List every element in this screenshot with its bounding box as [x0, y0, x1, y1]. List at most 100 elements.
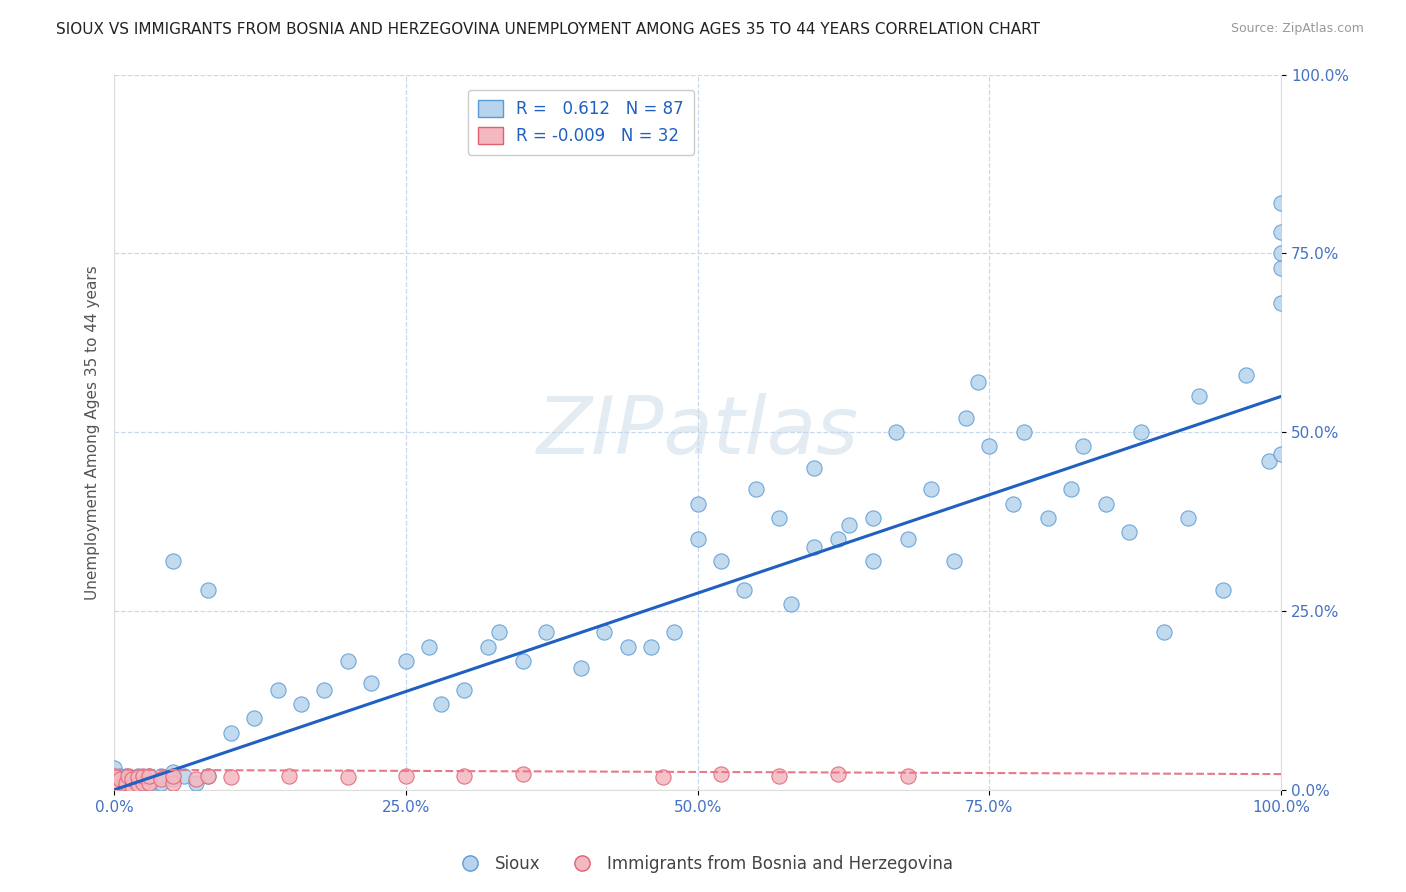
Text: ZIPatlas: ZIPatlas	[537, 393, 859, 471]
Point	[488, 625, 510, 640]
Point	[162, 768, 184, 782]
Point	[1153, 625, 1175, 640]
Point	[219, 770, 242, 784]
Point	[103, 768, 125, 782]
Point	[138, 768, 160, 782]
Text: SIOUX VS IMMIGRANTS FROM BOSNIA AND HERZEGOVINA UNEMPLOYMENT AMONG AGES 35 TO 44: SIOUX VS IMMIGRANTS FROM BOSNIA AND HERZ…	[56, 22, 1040, 37]
Point	[278, 768, 301, 782]
Point	[162, 772, 184, 786]
Point	[1095, 497, 1118, 511]
Point	[127, 777, 149, 791]
Point	[477, 640, 499, 654]
Point	[290, 697, 312, 711]
Point	[243, 711, 266, 725]
Point	[780, 597, 803, 611]
Point	[418, 640, 440, 654]
Point	[664, 625, 686, 640]
Point	[1234, 368, 1257, 382]
Point	[593, 625, 616, 640]
Point	[184, 772, 207, 786]
Point	[103, 779, 125, 793]
Point	[121, 779, 143, 793]
Point	[640, 640, 662, 654]
Point	[127, 782, 149, 797]
Point	[115, 782, 138, 797]
Point	[1177, 511, 1199, 525]
Text: Source: ZipAtlas.com: Source: ZipAtlas.com	[1230, 22, 1364, 36]
Point	[768, 768, 790, 782]
Point	[127, 770, 149, 784]
Point	[710, 767, 733, 781]
Legend: R =   0.612   N = 87, R = -0.009   N = 32: R = 0.612 N = 87, R = -0.009 N = 32	[468, 90, 695, 154]
Point	[112, 775, 135, 789]
Point	[184, 775, 207, 789]
Point	[733, 582, 755, 597]
Legend: Sioux, Immigrants from Bosnia and Herzegovina: Sioux, Immigrants from Bosnia and Herzeg…	[446, 848, 960, 880]
Point	[569, 661, 592, 675]
Point	[943, 554, 966, 568]
Point	[108, 779, 131, 793]
Point	[1014, 425, 1036, 440]
Point	[162, 764, 184, 779]
Point	[534, 625, 557, 640]
Point	[803, 540, 825, 554]
Point	[1188, 389, 1211, 403]
Point	[121, 772, 143, 786]
Point	[966, 375, 988, 389]
Point	[1212, 582, 1234, 597]
Point	[1036, 511, 1059, 525]
Point	[132, 768, 155, 782]
Point	[103, 775, 125, 789]
Point	[138, 768, 160, 782]
Point	[149, 775, 172, 789]
Point	[108, 768, 131, 782]
Point	[651, 770, 673, 784]
Point	[1270, 296, 1292, 310]
Point	[149, 768, 172, 782]
Point	[1270, 225, 1292, 239]
Point	[132, 779, 155, 793]
Point	[955, 410, 977, 425]
Point	[1258, 454, 1281, 468]
Point	[103, 775, 125, 789]
Point	[1071, 440, 1094, 454]
Point	[197, 768, 219, 782]
Point	[1060, 483, 1083, 497]
Y-axis label: Unemployment Among Ages 35 to 44 years: Unemployment Among Ages 35 to 44 years	[86, 265, 100, 599]
Point	[314, 682, 336, 697]
Point	[827, 533, 849, 547]
Point	[197, 582, 219, 597]
Point	[803, 461, 825, 475]
Point	[117, 768, 139, 782]
Point	[512, 767, 534, 781]
Point	[395, 654, 418, 668]
Point	[173, 768, 195, 782]
Point	[138, 779, 160, 793]
Point	[1270, 447, 1292, 461]
Point	[115, 779, 138, 793]
Point	[1130, 425, 1153, 440]
Point	[103, 782, 125, 797]
Point	[162, 775, 184, 789]
Point	[219, 725, 242, 739]
Point	[336, 654, 359, 668]
Point	[920, 483, 942, 497]
Point	[127, 768, 149, 782]
Point	[897, 533, 920, 547]
Point	[862, 554, 884, 568]
Point	[768, 511, 790, 525]
Point	[127, 775, 149, 789]
Point	[616, 640, 638, 654]
Point	[884, 425, 907, 440]
Point	[115, 768, 138, 782]
Point	[1270, 246, 1292, 260]
Point	[453, 682, 475, 697]
Point	[149, 772, 172, 786]
Point	[1270, 196, 1292, 211]
Point	[1270, 260, 1292, 275]
Point	[108, 772, 131, 786]
Point	[1001, 497, 1024, 511]
Point	[336, 770, 359, 784]
Point	[745, 483, 768, 497]
Point	[686, 533, 709, 547]
